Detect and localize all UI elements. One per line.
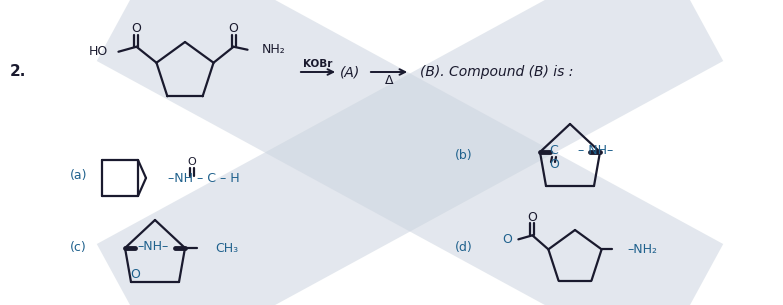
Text: HO: HO [89,45,109,58]
Text: 2.: 2. [10,64,27,80]
Text: O: O [130,267,140,281]
Text: O: O [229,22,239,35]
Text: (B). Compound (B) is :: (B). Compound (B) is : [420,65,573,79]
Text: KOBr: KOBr [303,59,333,69]
Text: –NH–: –NH– [137,241,168,253]
Text: –NH₂: –NH₂ [628,243,658,256]
Text: O: O [188,157,197,167]
Text: O: O [132,22,142,35]
Text: (a): (a) [70,168,88,181]
Text: (c): (c) [70,242,87,254]
Text: Δ: Δ [384,74,393,87]
Text: O: O [549,159,559,171]
Text: O: O [503,233,512,246]
Text: CH₃: CH₃ [215,242,238,254]
Text: –NH – C – H: –NH – C – H [168,171,240,185]
Text: (d): (d) [455,242,473,254]
Text: C: C [550,145,558,157]
Text: (b): (b) [455,149,473,162]
Text: – NH–: – NH– [578,145,613,157]
Text: NH₂: NH₂ [262,43,285,56]
Text: (A): (A) [340,65,360,79]
Text: O: O [528,211,537,224]
